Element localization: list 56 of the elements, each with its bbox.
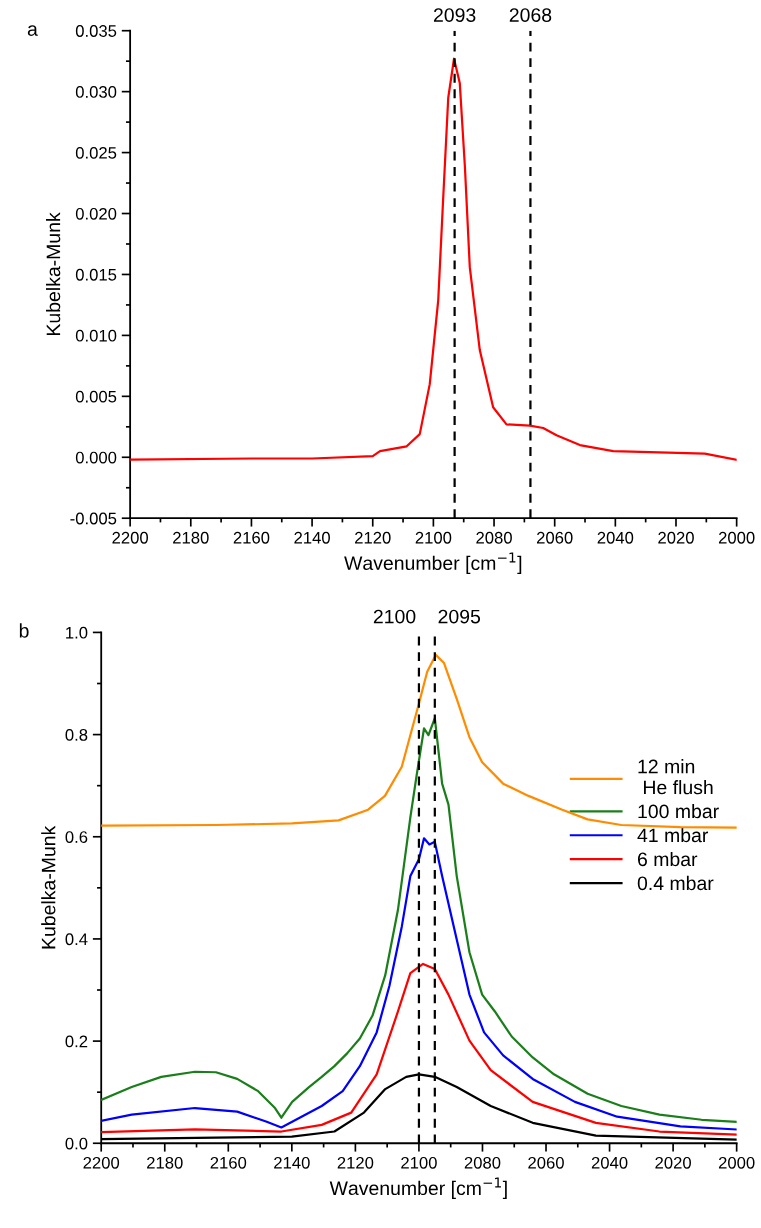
ref-line-label: 2068: [509, 8, 552, 22]
y-tick-label: 0.2: [65, 1035, 88, 1048]
chart-title: b: [19, 623, 29, 638]
y-tick-label: 0.015: [75, 268, 117, 281]
legend-label: 0.4 mbar: [637, 875, 714, 891]
x-tick-label: 2040: [591, 1156, 628, 1169]
x-tick-label: 2120: [337, 1156, 374, 1169]
x-tick-label: 2180: [147, 1156, 183, 1169]
legend-label: 100 mbar: [638, 803, 719, 819]
y-tick-label: 0.035: [75, 25, 117, 37]
x-tick-label: 2120: [355, 531, 391, 544]
y-axis-title: Kubelka-Munk: [46, 212, 61, 335]
x-tick-label: 2180: [173, 531, 209, 544]
x-tick-label: 2080: [476, 531, 512, 544]
x-tick-label: 2140: [294, 531, 330, 544]
y-tick-label: 0.025: [75, 146, 117, 159]
legend-label: 12 min He flush: [638, 759, 713, 795]
y-tick-label: 0.030: [75, 86, 117, 98]
ref-line-label: 2093: [433, 8, 476, 22]
x-tick-label: 2020: [658, 531, 694, 544]
x-tick-label: 2080: [464, 1156, 501, 1169]
y-tick-label: 1.0: [66, 626, 88, 639]
x-tick-label: 2060: [528, 1156, 564, 1169]
ref-line-label: 2100: [373, 609, 416, 624]
line-series: [130, 57, 737, 461]
x-tick-label: 2200: [83, 1156, 120, 1169]
y-axis-title: Kubelka-Munk: [41, 825, 56, 949]
legend-label: 6 mbar: [638, 851, 698, 867]
x-tick-label: 2140: [274, 1156, 310, 1169]
x-tick-label: 2040: [597, 531, 634, 544]
y-tick-label: -0.005: [70, 512, 117, 525]
x-tick-label: 2160: [233, 531, 270, 544]
line-series: [101, 653, 737, 829]
line-series: [101, 962, 737, 1136]
line-series: [101, 717, 737, 1123]
legend-label: 41 mbar: [637, 827, 709, 843]
y-tick-label: 0.020: [75, 207, 117, 220]
y-tick-label: 0.8: [65, 728, 88, 741]
y-tick-label: 0.6: [65, 831, 88, 843]
x-tick-label: 2000: [718, 531, 755, 544]
ref-line-label: 2095: [438, 609, 481, 624]
x-tick-label: 2160: [210, 1156, 247, 1169]
x-axis-title: Wavenumber [cm$^{−1}$]: [344, 552, 522, 574]
x-tick-label: 2020: [655, 1156, 691, 1169]
y-tick-label: 0.4: [65, 933, 88, 946]
chart-title: a: [27, 25, 38, 36]
y-tick-label: 0.005: [75, 390, 117, 403]
x-tick-label: 2000: [718, 1156, 755, 1169]
y-tick-label: 0.000: [75, 451, 117, 464]
y-tick-label: 0.010: [75, 329, 117, 342]
y-tick-label: 0.0: [65, 1137, 88, 1150]
x-tick-label: 2100: [401, 1156, 437, 1169]
x-tick-label: 2200: [112, 531, 149, 544]
x-tick-label: 2100: [415, 531, 452, 544]
x-axis-title: Wavenumber [cm$^{−1}$]: [329, 1177, 507, 1199]
x-tick-label: 2060: [536, 531, 573, 544]
